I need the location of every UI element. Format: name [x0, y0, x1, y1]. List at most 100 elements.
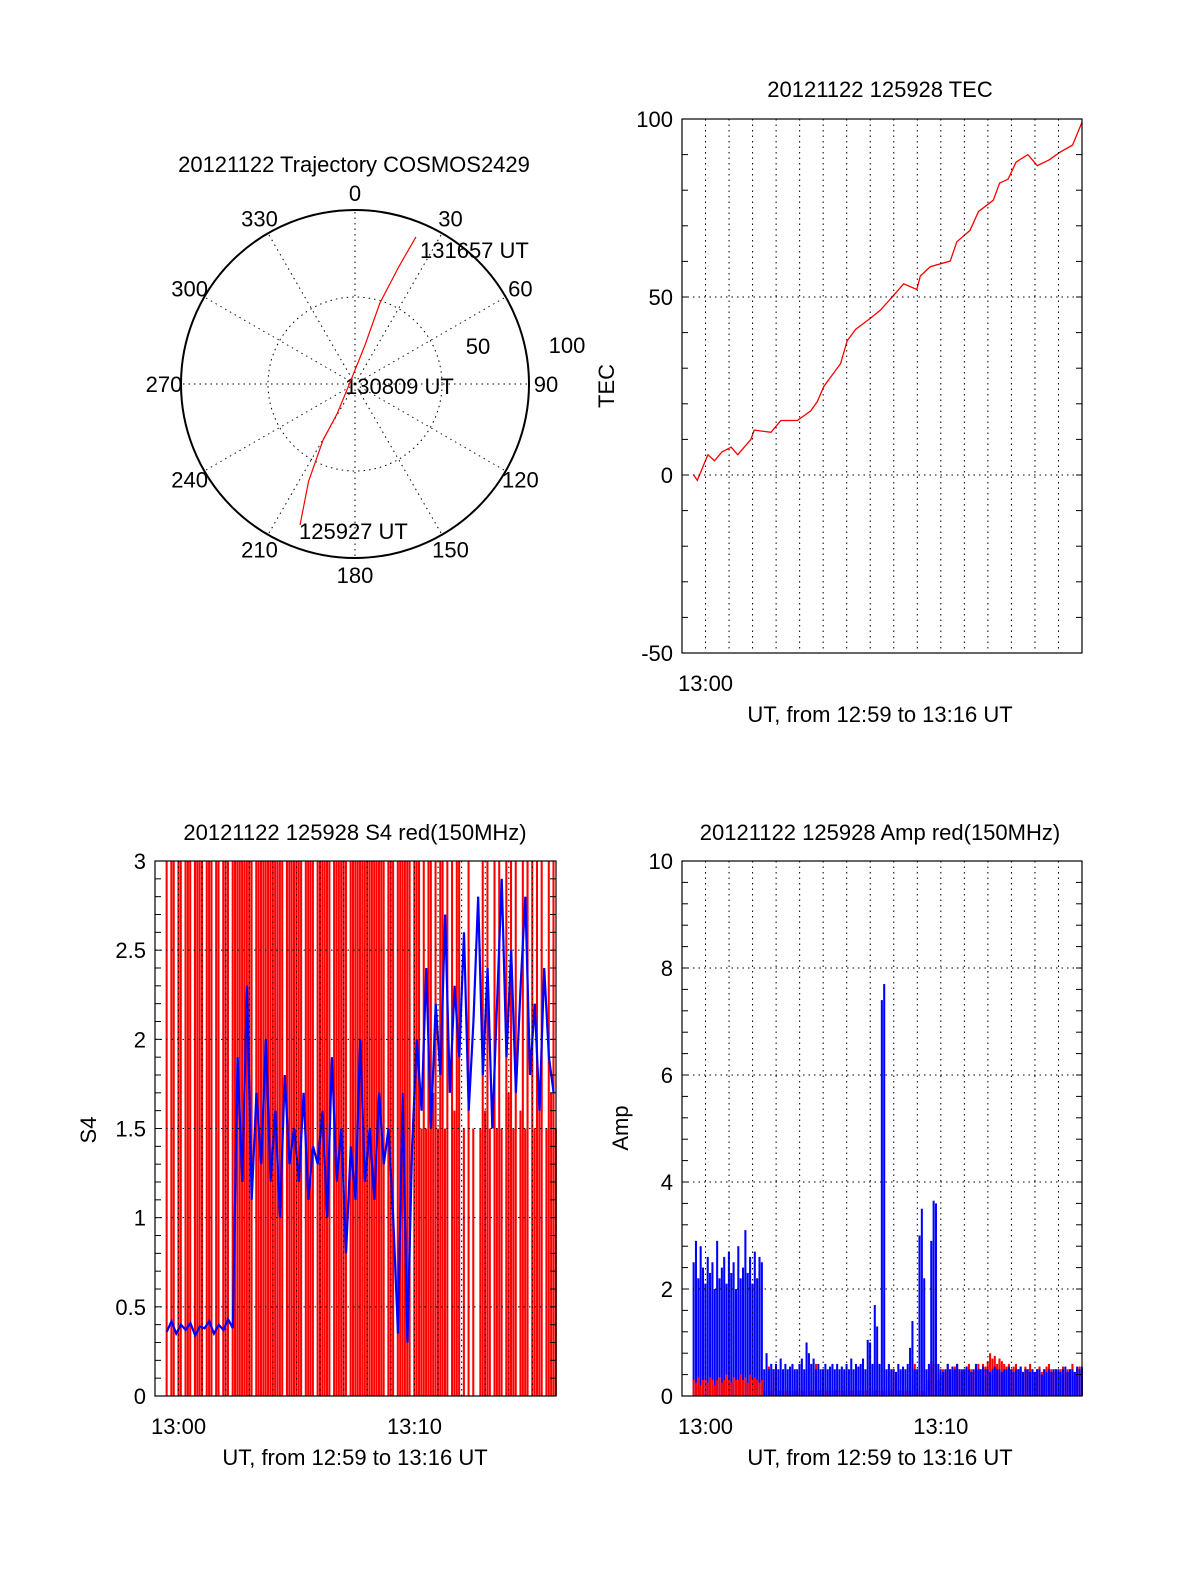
- s4-plot-frame: [154, 860, 557, 1397]
- s4-red-bar: [255, 861, 258, 1396]
- y-tick-label: 0: [134, 1384, 146, 1409]
- amp-blue-bar: [1066, 1371, 1069, 1396]
- amp-blue-bar: [911, 1321, 914, 1396]
- amp-blue-bar: [946, 1363, 949, 1396]
- tec-ylabel: TEC: [594, 364, 619, 408]
- amp-blue-bar: [869, 1342, 872, 1396]
- s4-red-bar: [200, 861, 204, 1396]
- amp-red-bar: [704, 1379, 707, 1396]
- amp-blue-bar: [880, 1000, 883, 1396]
- s4-red-bar: [545, 1128, 548, 1396]
- s4-red-bar: [408, 861, 411, 1396]
- s4-red-bar: [495, 1128, 498, 1396]
- amp-blue-bar: [1038, 1369, 1041, 1396]
- amp-blue-bar: [890, 1369, 893, 1396]
- amp-blue-bar: [810, 1363, 813, 1396]
- s4-red-bar: [276, 861, 279, 1396]
- s4-blue-line: [165, 878, 555, 1343]
- amp-blue-bar: [777, 1369, 780, 1396]
- y-tick-label: 8: [661, 956, 673, 981]
- amp-blue-bar: [970, 1371, 973, 1396]
- s4-red-bar: [488, 1128, 491, 1396]
- s4-red-bar: [241, 861, 244, 1396]
- amp-blue-bar: [838, 1369, 841, 1396]
- s4-data-layer: [165, 861, 557, 1396]
- amp-red-bar: [732, 1377, 735, 1396]
- amp-blue-bar: [1064, 1366, 1067, 1396]
- s4-red-bar: [538, 1092, 541, 1396]
- polar-angle-label: 120: [502, 468, 539, 493]
- polar-angle-label: 0: [349, 181, 361, 206]
- amp-blue-bar: [1000, 1371, 1003, 1396]
- amp-red-bar: [744, 1377, 747, 1396]
- amp-red-bar: [711, 1379, 714, 1396]
- amp-blue-bar: [767, 1369, 770, 1396]
- amp-blue-bar: [1054, 1369, 1057, 1396]
- amp-blue-bar: [774, 1363, 777, 1396]
- x-tick-label: 13:10: [913, 1414, 968, 1439]
- amp-blue-bar: [718, 1278, 721, 1396]
- amp-blue-bar: [977, 1369, 980, 1396]
- amp-blue-bar: [979, 1369, 982, 1396]
- amp-ylabel: Amp: [608, 1105, 633, 1150]
- amp-blue-bar: [904, 1369, 907, 1396]
- amp-blue-bar: [927, 1363, 930, 1396]
- polar-angle-label: 240: [171, 468, 208, 493]
- amp-blue-bar: [1071, 1369, 1074, 1396]
- amp-blue-bar: [782, 1369, 785, 1396]
- s4-red-bar: [344, 861, 347, 1396]
- s4-red-bar: [453, 1110, 456, 1396]
- s4-red-bar: [472, 1128, 475, 1396]
- amp-blue-bar: [737, 1246, 740, 1396]
- amp-blue-bar: [822, 1369, 825, 1396]
- amp-blue-bar: [1036, 1369, 1039, 1396]
- s4-red-bar: [403, 861, 406, 1396]
- amp-data-layer: [692, 984, 1083, 1396]
- amp-blue-bar: [993, 1366, 996, 1396]
- s4-red-bar: [351, 861, 355, 1396]
- amp-red-bar: [737, 1379, 740, 1396]
- amp-blue-bar: [897, 1363, 900, 1396]
- amp-blue-bar: [944, 1369, 947, 1396]
- amp-blue-bar: [847, 1369, 850, 1396]
- amp-blue-bar: [1052, 1369, 1055, 1396]
- s4-red-bar: [443, 1128, 447, 1396]
- amp-blue-bar: [803, 1369, 806, 1396]
- s4-red-bar: [427, 861, 430, 1396]
- amp-red-bar: [742, 1379, 745, 1396]
- s4-red-bar: [323, 861, 326, 1396]
- amp-red-bar: [692, 1379, 695, 1396]
- amp-blue-bar: [812, 1358, 815, 1396]
- s4-red-bar: [498, 861, 501, 1396]
- s4-red-bar: [354, 861, 357, 1396]
- amp-blue-bar: [793, 1369, 796, 1396]
- amp-blue-bar: [965, 1366, 968, 1396]
- amp-blue-bar: [824, 1363, 827, 1396]
- s4-red-bar: [415, 861, 418, 1396]
- s4-red-bar: [479, 1128, 482, 1396]
- amp-blue-bar: [916, 1369, 919, 1396]
- s4-red-bar: [288, 861, 291, 1396]
- amp-blue-bar: [699, 1246, 702, 1396]
- amp-blue-bar: [850, 1358, 853, 1396]
- amp-red-bar: [723, 1379, 726, 1396]
- y-tick-label: 2: [661, 1277, 673, 1302]
- amp-blue-bar: [894, 1371, 897, 1396]
- amp-blue-bar: [1017, 1369, 1020, 1396]
- amp-red-bar: [739, 1374, 742, 1396]
- polar-spoke: [354, 296, 506, 385]
- amp-blue-bar: [937, 1363, 940, 1396]
- y-tick-label: 50: [649, 285, 673, 310]
- amp-blue-bar: [1059, 1371, 1062, 1396]
- s4-red-bar: [524, 1128, 527, 1396]
- amp-blue-bar: [958, 1369, 961, 1396]
- radial-label-100: 100: [549, 333, 586, 358]
- s4-red-bar: [342, 861, 345, 1396]
- amp-blue-bar: [1012, 1371, 1015, 1396]
- polar-spoke: [354, 383, 506, 472]
- amp-blue-bar: [760, 1262, 763, 1396]
- amp-blue-bar: [843, 1369, 846, 1396]
- amp-blue-bar: [871, 1363, 874, 1396]
- s4-red-bar: [505, 861, 508, 1396]
- amp-blue-bar: [989, 1371, 992, 1396]
